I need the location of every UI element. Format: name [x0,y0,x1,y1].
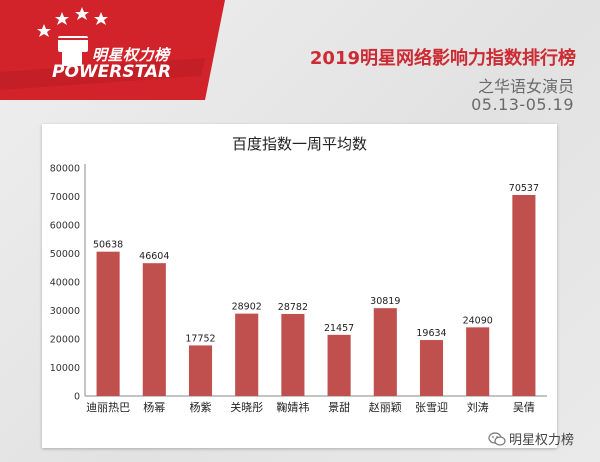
bar-景甜 [327,334,351,396]
y-tick-label: 30000 [50,306,80,317]
bar-杨紫 [188,345,213,396]
logo-english-text: POWERSTAR [52,62,172,82]
y-tick-label: 40000 [50,278,80,289]
page-subtitle: 之华语女演员 [477,77,574,96]
y-tick-label: 60000 [50,221,80,232]
data-label: 19634 [416,328,446,339]
logo-chinese-text: 明星权力榜 [92,46,170,64]
x-tick-label: 刘涛 [467,400,489,414]
x-tick-label: 张雪迎 [415,401,448,414]
y-tick-label: 20000 [50,335,80,346]
bar-鞠婧祎 [281,313,305,396]
x-tick-label: 杨紫 [190,400,212,414]
wechat-icon [488,431,506,446]
bar-chart: 百度指数一周平均数 0 10000 20000 30000 40000 50000 60000… [50,135,547,414]
data-label: 24090 [463,315,493,326]
data-label: 46604 [139,251,169,262]
y-tick-label: 50000 [50,249,80,260]
watermark-text: 明星权力榜 [508,433,574,448]
bar-张雪迎 [419,340,444,396]
y-tick-label: 0 [74,392,80,403]
bar-迪丽热巴 [96,251,120,396]
x-tick-label: 关晓彤 [230,400,263,414]
y-tick-label: 80000 [50,164,80,175]
bar-关晓彤 [235,313,259,396]
bar-吴倩 [512,194,536,396]
bar-刘涛 [466,327,490,396]
data-label: 70537 [509,183,539,194]
chart-panel: 百度指数一周平均数 0 10000 20000 30000 40000 50000 60000… [42,124,557,448]
y-tick-label: 70000 [50,192,80,203]
data-label: 28902 [232,302,262,313]
data-label: 17752 [185,333,215,344]
fist-icon [58,36,88,66]
data-label: 21457 [324,323,354,334]
data-label: 30819 [370,296,400,307]
x-tick-label: 景甜 [328,401,350,414]
page-title: 2019明星网络影响力指数排行榜 [309,48,576,69]
chart-title: 百度指数一周平均数 [232,135,367,153]
watermark: 明星权力榜 [488,429,574,448]
x-tick-label: 鞠婧祎 [276,400,309,414]
date-range: 05.13-05.19 [471,95,574,114]
data-label: 50638 [93,240,123,251]
bar-赵丽颖 [373,308,397,396]
data-label: 28782 [278,302,308,313]
x-tick-label: 赵丽颖 [369,400,402,414]
y-tick-label: 10000 [50,363,80,374]
x-tick-label: 迪丽热巴 [86,401,130,414]
x-tick-label: 吴倩 [513,401,535,414]
powerstar-logo [0,0,225,100]
bar-杨幂 [142,263,166,396]
x-tick-label: 杨幂 [143,400,165,414]
